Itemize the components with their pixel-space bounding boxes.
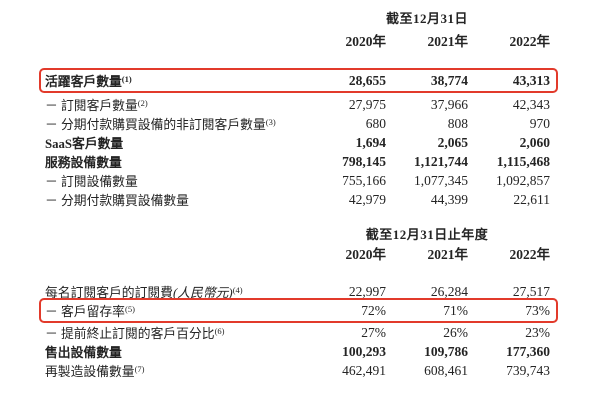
- value-2021: 71%: [443, 302, 468, 318]
- value-2021: 37,966: [430, 96, 468, 112]
- year-header-2022: 2022年: [509, 247, 551, 262]
- value-2021: 38,774: [430, 72, 468, 88]
- value-2021: 808: [447, 115, 468, 131]
- row-label: 每名訂閱客戶的訂閱費(人民幣元)(4): [45, 285, 243, 300]
- header-spacer: [45, 10, 304, 27]
- value-2022: 22,611: [513, 191, 550, 207]
- row-label: 活躍客戶數量(1): [45, 74, 132, 89]
- value-2022: 23%: [525, 324, 550, 340]
- report-content: 截至12月31日 2020年 2021年 2022年 活躍客戶數量(1) 28,…: [39, 10, 558, 380]
- row-label: － 訂閱客戶數量(2): [45, 98, 148, 113]
- value-2022: 2,060: [519, 134, 550, 150]
- year-header-2021: 2021年: [427, 34, 469, 49]
- value-2022: 43,313: [512, 72, 550, 88]
- row-label: 再製造設備數量(7): [45, 364, 145, 379]
- value-2022: 1,092,857: [496, 172, 550, 188]
- value-2021: 2,065: [437, 134, 468, 150]
- value-2020: 28,655: [348, 72, 386, 88]
- value-2022: 27,517: [512, 283, 550, 299]
- table-row-customer-retention-rate: － 客戶留存率(5) 72% 71% 73%: [39, 298, 558, 323]
- row-label: － 客戶留存率(5): [45, 304, 135, 319]
- table-row-installment-nonsub-customers: － 分期付款購買設備的非訂閱客戶數量(3) 680 808 970: [45, 114, 550, 133]
- table2-period-header-row: 截至12月31日止年度: [45, 226, 550, 243]
- value-2022: 1,115,468: [496, 153, 550, 169]
- value-2022: 73%: [525, 302, 550, 318]
- table-row-devices-in-service: 服務設備數量 798,145 1,121,744 1,115,468: [45, 152, 550, 171]
- value-2021: 44,399: [430, 191, 468, 207]
- value-2020: 27%: [361, 324, 386, 340]
- year-header-2021: 2021年: [427, 247, 469, 262]
- table-row-early-termination-percentage: － 提前終止訂閱的客戶百分比(6) 27% 26% 23%: [45, 323, 550, 342]
- year-header-2020: 2020年: [345, 247, 387, 262]
- value-2022: 42,343: [512, 96, 550, 112]
- row-label: SaaS客戶數量: [45, 137, 124, 151]
- value-2020: 798,145: [342, 153, 386, 169]
- row-label: － 分期付款購買設備的非訂閱客戶數量(3): [45, 117, 276, 132]
- row-label: － 提前終止訂閱的客戶百分比(6): [45, 326, 225, 341]
- value-2020: 755,166: [342, 172, 386, 188]
- table-row-subscription-fee: 每名訂閱客戶的訂閱費(人民幣元)(4) 22,997 26,284 27,517: [45, 282, 550, 301]
- value-2021: 1,077,345: [414, 172, 468, 188]
- report-table-2: 截至12月31日止年度 2020年 2021年 2022年 每名訂閱客戶的訂閱費…: [39, 226, 558, 380]
- report-table-1: 截至12月31日 2020年 2021年 2022年 活躍客戶數量(1) 28,…: [39, 10, 558, 209]
- value-2022: 739,743: [506, 362, 550, 378]
- period-header: 截至12月31日: [385, 11, 468, 26]
- table-row-installment-devices: － 分期付款購買設備數量 42,979 44,399 22,611: [45, 190, 550, 209]
- header-spacer: [45, 243, 304, 262]
- value-2021: 26,284: [430, 283, 468, 299]
- period-header: 截至12月31日止年度: [365, 227, 489, 242]
- year-header-2020: 2020年: [345, 34, 387, 49]
- table1-years-row: 2020年 2021年 2022年: [45, 30, 551, 49]
- value-2021: 26%: [443, 324, 468, 340]
- value-2020: 27,975: [348, 96, 386, 112]
- header-spacer: [45, 30, 304, 49]
- row-label: － 分期付款購買設備數量: [45, 194, 189, 208]
- table-row-saas-customers: SaaS客戶數量 1,694 2,065 2,060: [45, 133, 550, 152]
- table-row-remanufactured-devices: 再製造設備數量(7) 462,491 608,461 739,743: [45, 361, 550, 380]
- row-label: 售出設備數量: [45, 346, 122, 360]
- table-row-active-customers: 活躍客戶數量(1) 28,655 38,774 43,313: [39, 68, 558, 93]
- value-2021: 109,786: [424, 343, 468, 359]
- value-2022: 970: [529, 115, 550, 131]
- value-2022: 177,360: [506, 343, 550, 359]
- value-2020: 462,491: [342, 362, 386, 378]
- value-2020: 22,997: [348, 283, 386, 299]
- value-2020: 100,293: [342, 343, 386, 359]
- row-label: 服務設備數量: [45, 156, 122, 170]
- value-2020: 72%: [361, 302, 386, 318]
- table-row-subscription-customers: － 訂閱客戶數量(2) 27,975 37,966 42,343: [45, 95, 550, 114]
- value-2021: 1,121,744: [414, 153, 468, 169]
- year-header-2022: 2022年: [509, 34, 551, 49]
- value-2021: 608,461: [424, 362, 468, 378]
- table2-years-row: 2020年 2021年 2022年: [45, 243, 551, 262]
- row-label: － 訂閱設備數量: [45, 175, 138, 189]
- table-row-subscription-devices: － 訂閱設備數量 755,166 1,077,345 1,092,857: [45, 171, 550, 190]
- value-2020: 680: [365, 115, 386, 131]
- table1-period-header-row: 截至12月31日: [45, 10, 550, 27]
- table-row-devices-sold: 售出設備數量 100,293 109,786 177,360: [45, 342, 550, 361]
- header-spacer: [45, 226, 304, 243]
- value-2020: 1,694: [355, 134, 386, 150]
- value-2020: 42,979: [348, 191, 386, 207]
